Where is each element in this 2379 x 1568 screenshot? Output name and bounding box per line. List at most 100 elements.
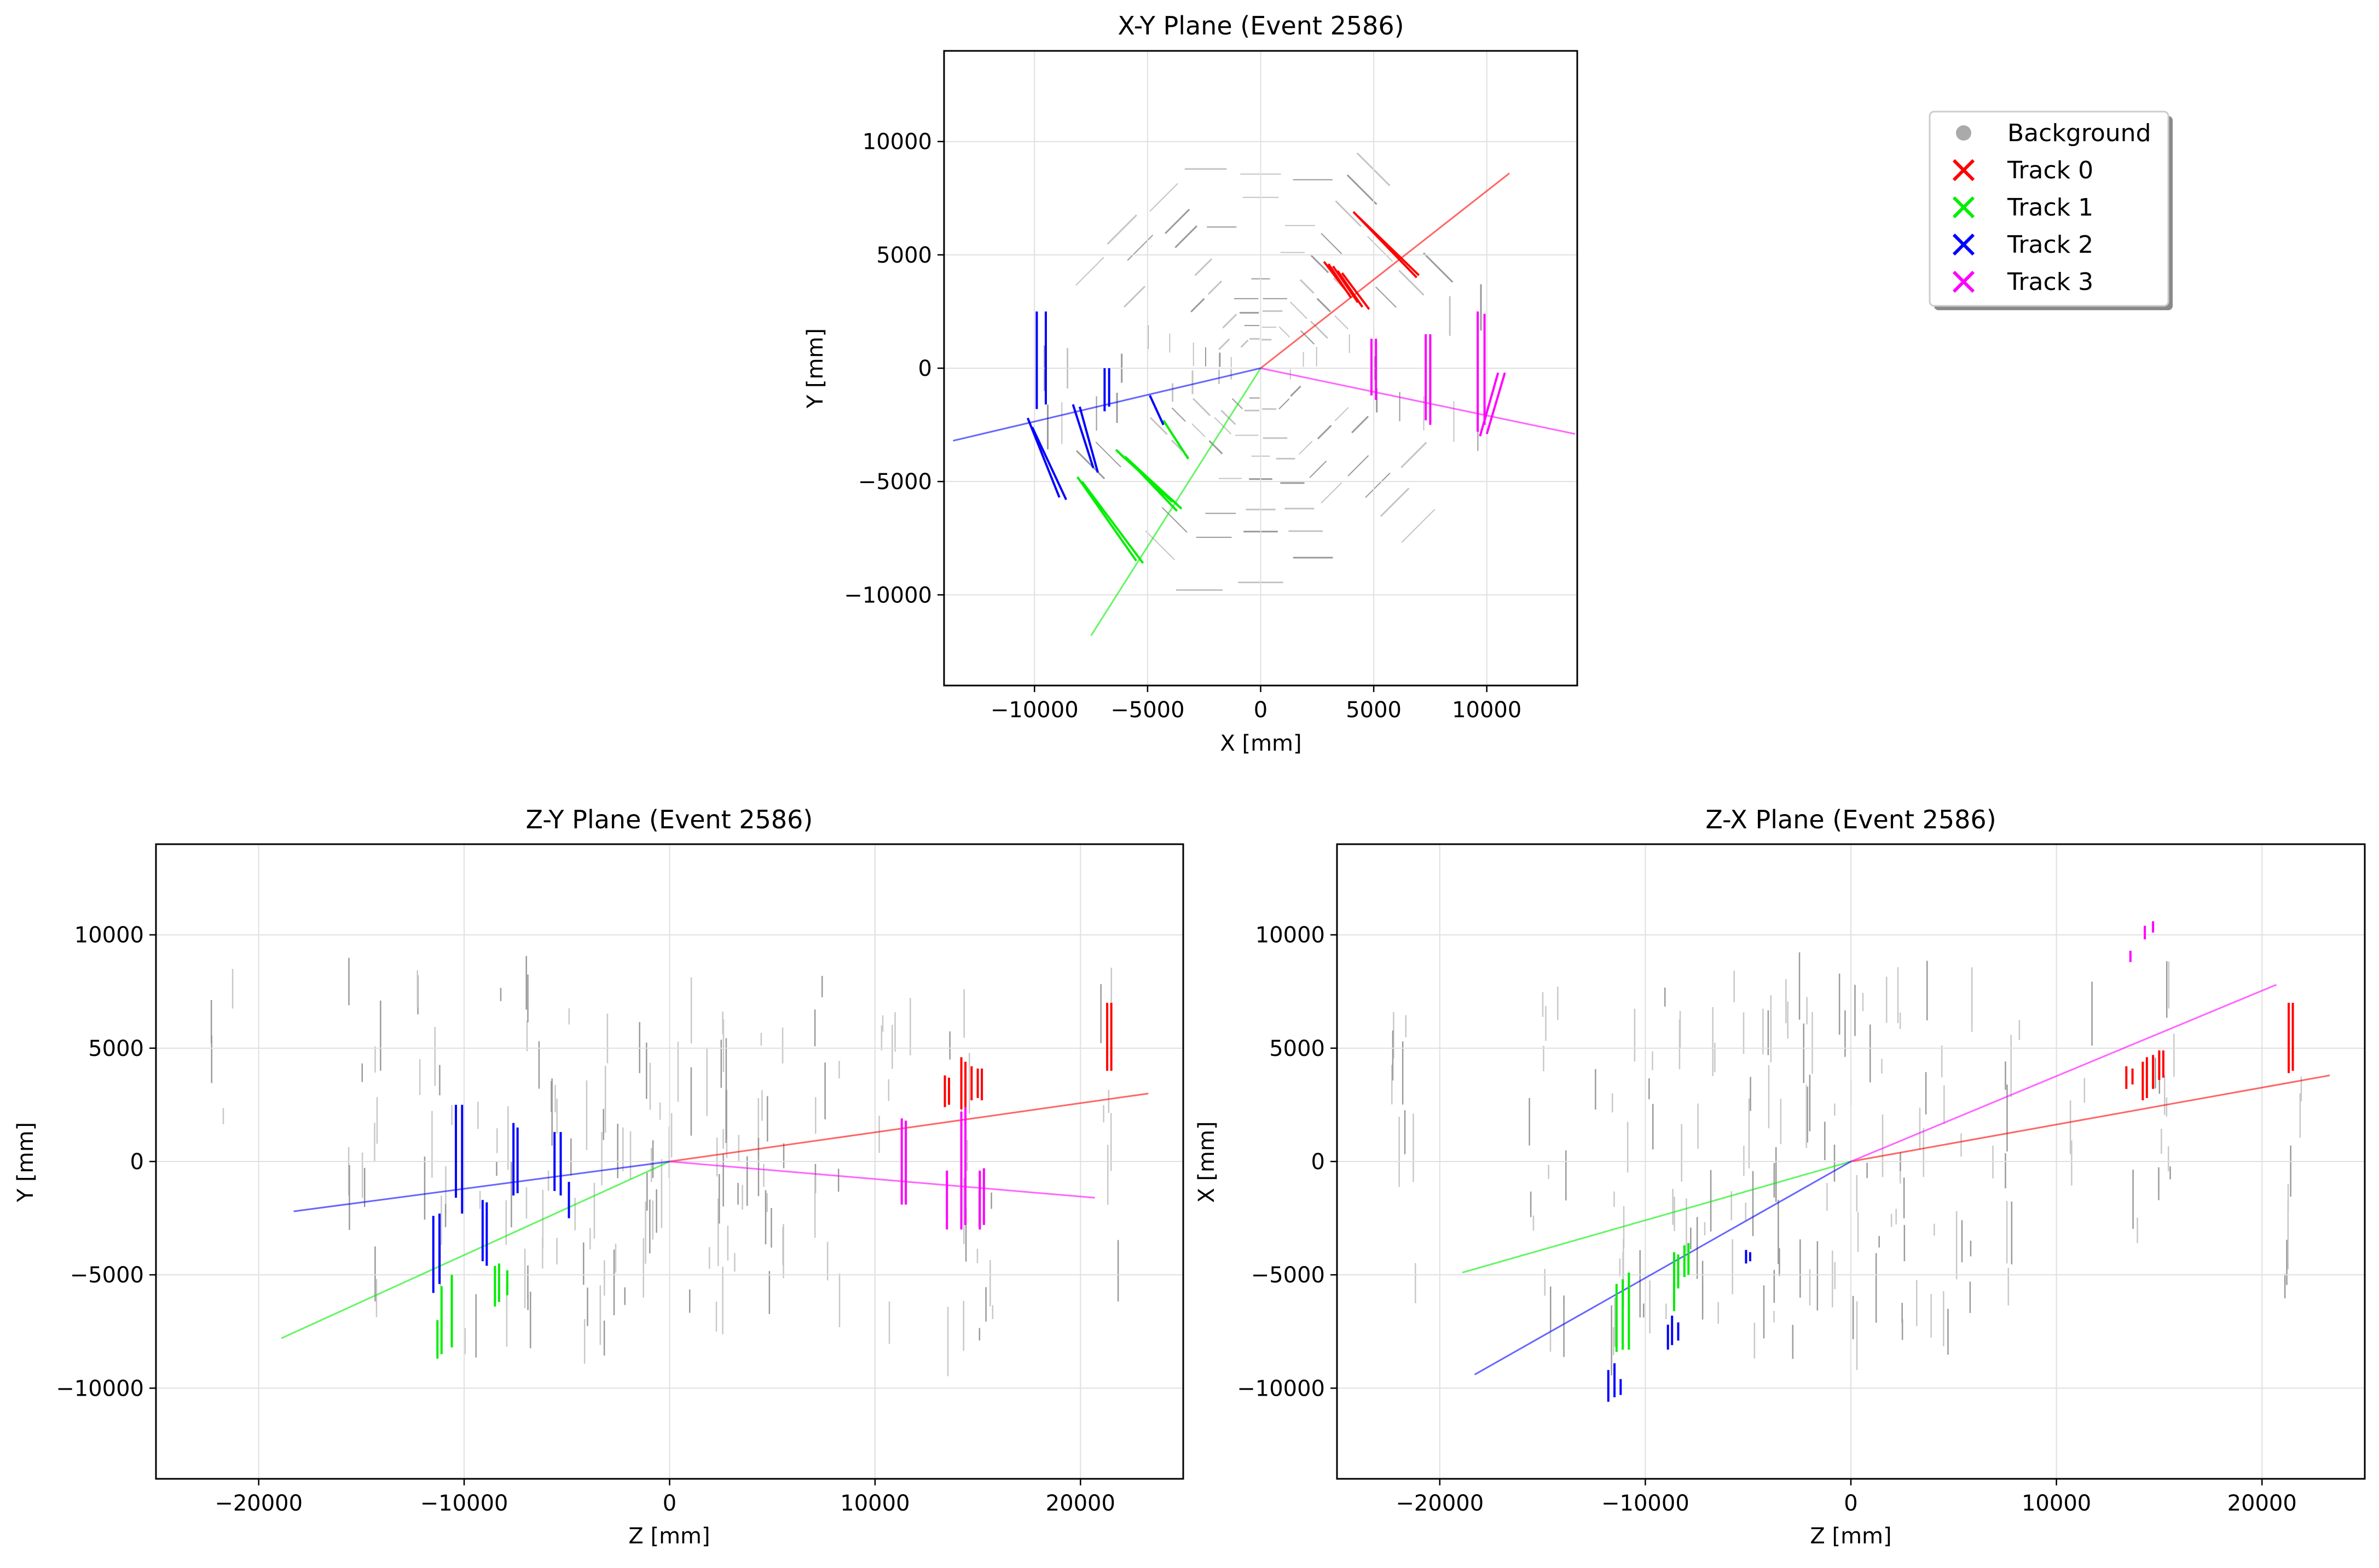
xy-track-hit xyxy=(1327,263,1352,299)
xy-background-hit xyxy=(1171,407,1186,422)
xy-track-hit xyxy=(1485,372,1506,434)
zx-x-tick-label: −20000 xyxy=(1396,1491,1484,1516)
xy-track-hit xyxy=(1079,406,1099,473)
xy-background-hit xyxy=(1107,214,1137,245)
legend-marker-x-stroke xyxy=(1952,159,1975,182)
xy-track-hit xyxy=(1081,480,1144,564)
zx-track-line xyxy=(1850,1075,2330,1163)
xy-background-hit xyxy=(1423,252,1454,283)
xy-background-hit xyxy=(1334,315,1348,330)
xy-background-hit xyxy=(1095,442,1121,468)
xy-background-hit xyxy=(1149,417,1168,435)
zy-x-tick-label: −20000 xyxy=(215,1491,303,1516)
zy-track-lines xyxy=(281,1093,1149,1339)
zx-y-tick-label: 0 xyxy=(1311,1149,1325,1175)
xy-background-hit xyxy=(1145,530,1176,561)
xy-track-hit xyxy=(1162,420,1189,460)
background-hits-layer xyxy=(210,152,2302,1377)
xy-background-hit xyxy=(1190,298,1205,313)
zx-y-tick-label: 10000 xyxy=(1255,923,1325,948)
legend-label: Track 0 xyxy=(2007,156,2093,184)
xy-x-tick-label: 0 xyxy=(1254,698,1267,723)
legend-marker-circle xyxy=(1956,125,1971,141)
xy-background-hit xyxy=(1194,258,1213,276)
legend-marker-x xyxy=(1952,159,1975,182)
legend-entries: Background Track 0 Track 1 Track 2 Track 3 xyxy=(1952,119,2151,296)
xy-track-hit xyxy=(1336,270,1364,308)
zy-x-tick-label: −10000 xyxy=(420,1491,508,1516)
xy-track-hit xyxy=(1332,265,1359,303)
zx-x-tick-label: −10000 xyxy=(1601,1491,1689,1516)
legend-marker-x-stroke xyxy=(1952,233,1975,256)
zx-x-axis-label: Z [mm] xyxy=(1810,1524,1891,1549)
xy-y-tick-label: −5000 xyxy=(858,469,932,495)
xy-track-hit xyxy=(1341,272,1370,310)
xy-background-hit xyxy=(1401,509,1435,543)
xy-track-line xyxy=(1260,367,1576,435)
xy-background-hit xyxy=(1222,313,1237,329)
xy-background-hit xyxy=(1191,423,1206,438)
legend-marker-x-stroke xyxy=(1952,270,1975,293)
xy-y-axis-label: Y [mm] xyxy=(803,328,828,409)
xy-background-hit xyxy=(1127,234,1154,261)
zx-ticks: −20000 −10000 0 10000 20000 −10000 −5000 0 5000 1… xyxy=(1237,923,2297,1516)
zy-track-line xyxy=(281,1160,670,1339)
legend-marker-x-stroke xyxy=(1952,196,1975,219)
zy-y-axis-label: Y [mm] xyxy=(13,1122,38,1203)
zy-y-tick-label: −10000 xyxy=(56,1376,144,1401)
xy-background-hit xyxy=(1218,338,1230,350)
zx-grid xyxy=(1337,844,2365,1479)
xy-background-hit xyxy=(1334,407,1349,421)
xy-background-hit xyxy=(1380,487,1410,517)
xy-x-tick-label: −5000 xyxy=(1110,698,1184,723)
zx-y-tick-label: −5000 xyxy=(1251,1263,1325,1288)
xy-background-hit xyxy=(1075,450,1105,479)
zy-ticks: −20000 −10000 0 10000 20000 −10000 −5000 0 5000 1… xyxy=(56,923,1115,1516)
legend-label: Track 1 xyxy=(2007,194,2093,222)
xy-background-hit xyxy=(1123,286,1146,308)
zx-y-tick-label: 5000 xyxy=(1269,1036,1325,1061)
zy-track-hits xyxy=(432,1003,1113,1359)
zx-x-tick-label: 0 xyxy=(1844,1491,1857,1516)
xy-ticks: −10000 −5000 0 5000 10000 −10000 −5000 0 5000 100… xyxy=(844,130,1521,723)
xy-track-hit xyxy=(1128,460,1178,512)
xy-background-hit xyxy=(1149,183,1178,212)
panel-zx: Z-X Plane (Event 2586) Z [mm] X [mm] −20… xyxy=(1194,805,2366,1549)
xy-background-hit xyxy=(1321,482,1342,504)
xy-track-hit xyxy=(1031,426,1067,501)
xy-background-hit xyxy=(1278,326,1290,338)
zy-track-line xyxy=(669,1160,1095,1199)
zy-y-tick-label: 10000 xyxy=(74,923,144,948)
xy-background-hit xyxy=(1214,417,1232,435)
xy-background-hit xyxy=(1174,225,1198,248)
xy-background-hit xyxy=(1299,440,1313,455)
xy-background-hit xyxy=(1300,330,1315,345)
legend-marker-x xyxy=(1952,233,1975,256)
zx-y-axis-label: X [mm] xyxy=(1194,1121,1219,1203)
xy-track-hit xyxy=(1479,372,1500,437)
xy-background-hit xyxy=(1290,385,1301,397)
xy-track-hit xyxy=(1149,394,1165,426)
xy-chart-title: X-Y Plane (Event 2586) xyxy=(1118,11,1404,40)
zx-track-lines xyxy=(1462,984,2330,1375)
xy-track-line xyxy=(1260,172,1510,369)
legend-label: Track 3 xyxy=(2007,268,2093,296)
xy-background-hit xyxy=(1346,174,1377,205)
xy-y-tick-label: 10000 xyxy=(863,130,932,155)
xy-background-hit xyxy=(1316,298,1331,312)
xy-background-hit xyxy=(1161,507,1188,533)
xy-track-hit xyxy=(1076,476,1137,562)
zx-track-line xyxy=(1850,984,2277,1163)
xy-background-hit xyxy=(1367,236,1393,262)
zx-y-tick-label: −10000 xyxy=(1237,1376,1325,1401)
xy-track-hit xyxy=(1357,215,1420,276)
xy-y-tick-label: −10000 xyxy=(844,583,932,608)
panel-zy: Z-Y Plane (Event 2586) Z [mm] Y [mm] −20… xyxy=(13,805,1184,1549)
xy-background-hit xyxy=(1347,455,1369,477)
zy-track-line xyxy=(293,1160,670,1212)
zx-track-hits xyxy=(1607,921,2294,1402)
xy-track-line xyxy=(953,367,1261,442)
legend-label: Track 2 xyxy=(2007,231,2093,259)
